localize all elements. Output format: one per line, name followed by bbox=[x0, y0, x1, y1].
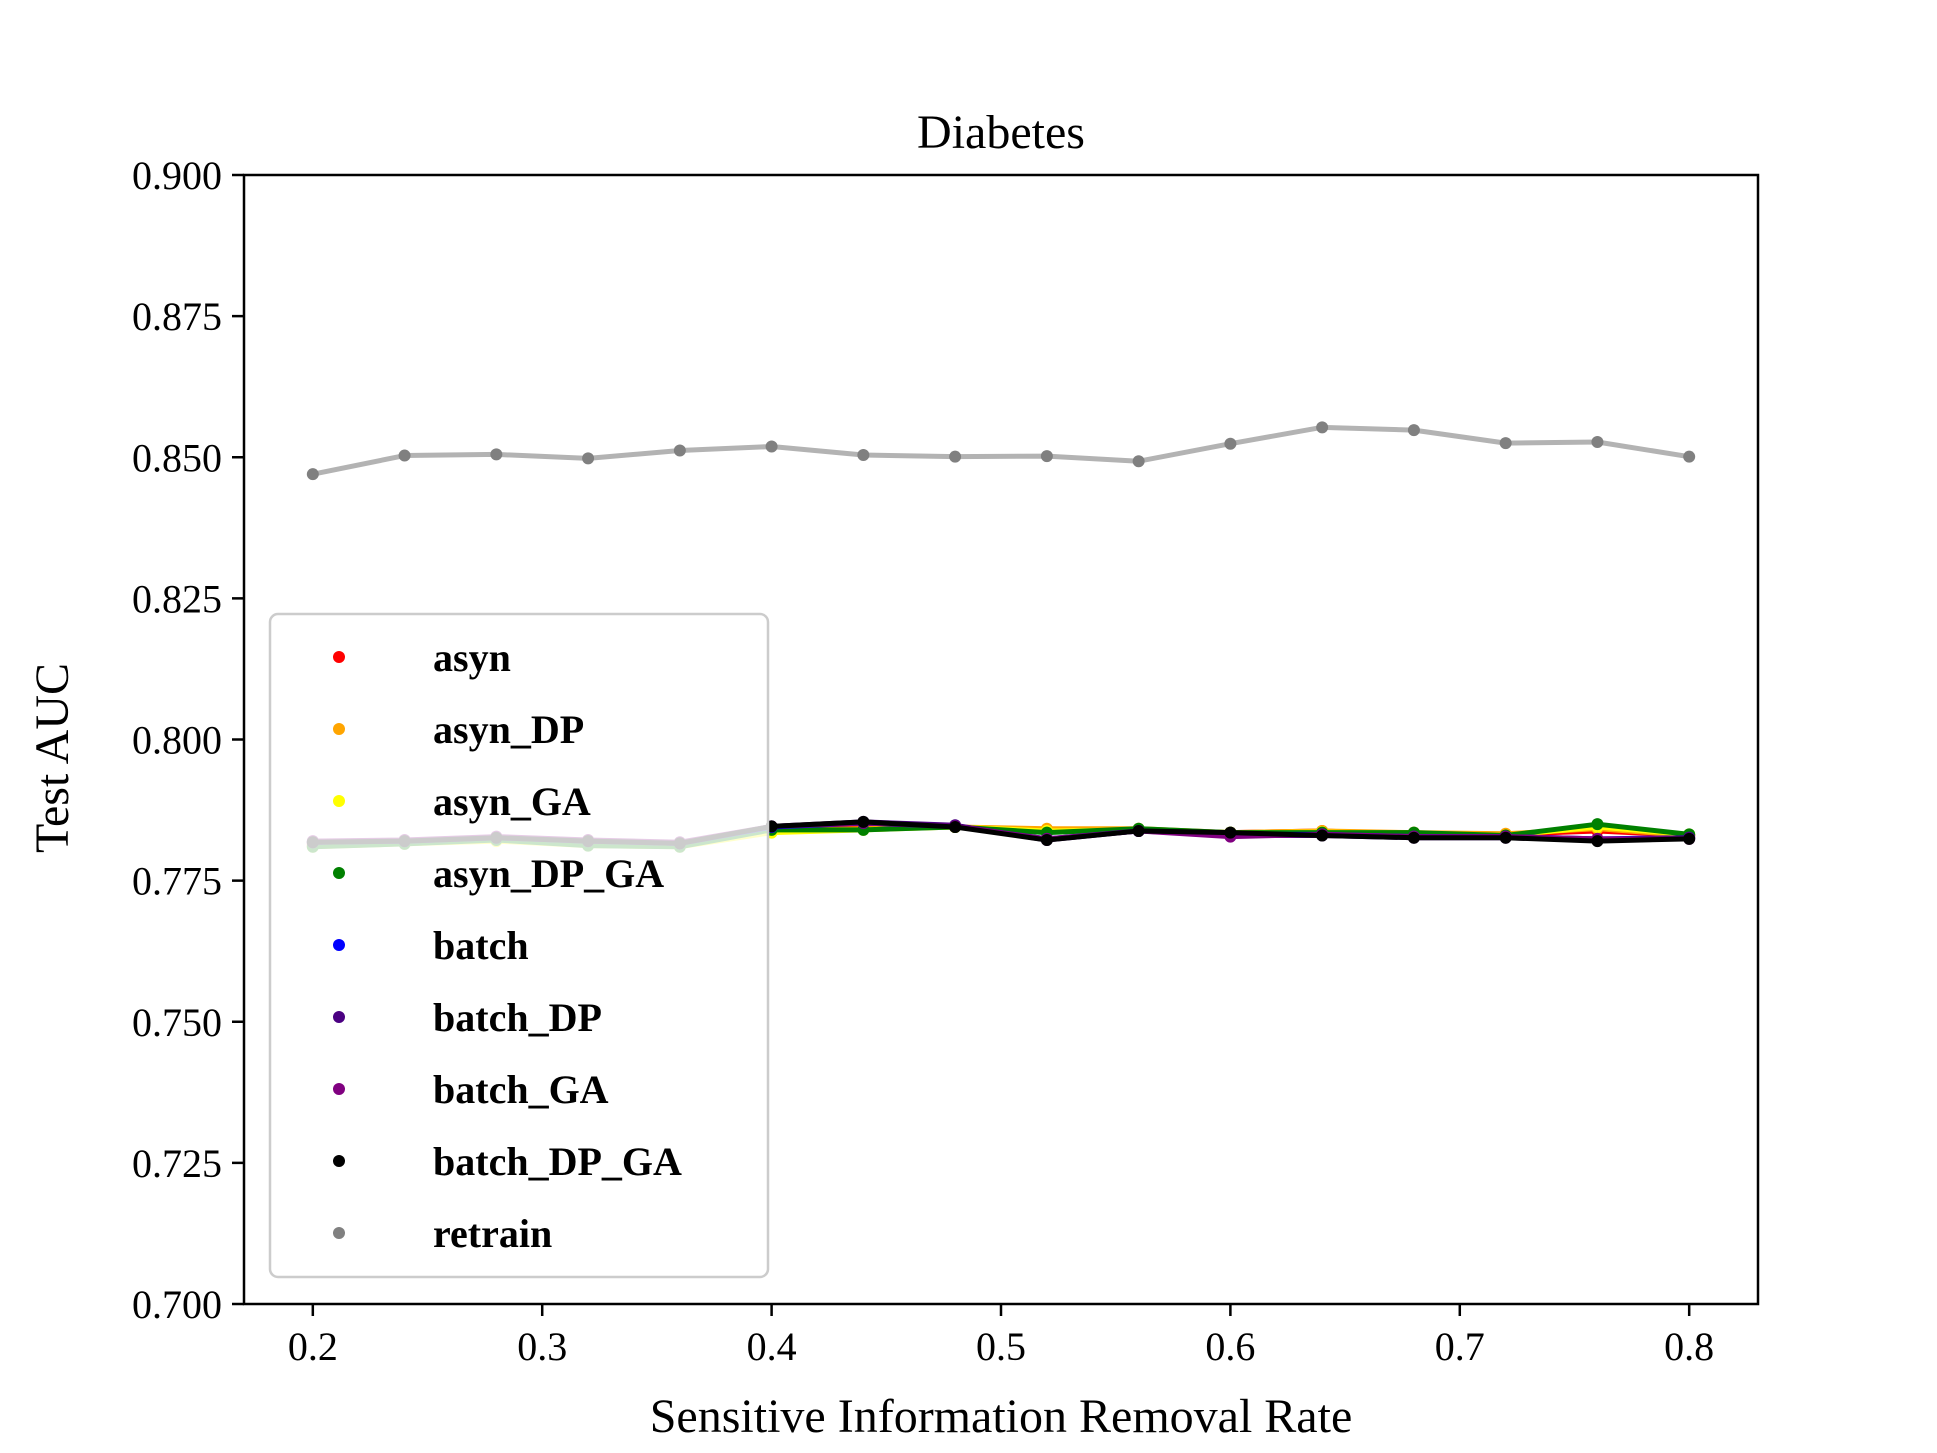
legend-label: asyn bbox=[433, 635, 511, 680]
x-tick-label: 0.8 bbox=[1664, 1324, 1714, 1369]
data-point bbox=[1040, 833, 1053, 846]
legend-entry: batch bbox=[333, 923, 529, 968]
legend-label: batch_GA bbox=[433, 1067, 609, 1112]
legend-entry: retrain bbox=[333, 1211, 552, 1256]
legend-entry: asyn_DP bbox=[333, 707, 584, 752]
data-point bbox=[1316, 421, 1329, 434]
x-tick-label: 0.3 bbox=[517, 1324, 567, 1369]
data-point bbox=[1132, 824, 1145, 837]
x-axis-ticks: 0.2 0.3 0.4 0.5 0.6 0.7 0.8 bbox=[288, 1304, 1714, 1369]
x-axis-title: Sensitive Information Removal Rate bbox=[650, 1390, 1353, 1443]
data-point bbox=[1591, 835, 1604, 848]
y-tick-label: 0.725 bbox=[132, 1141, 222, 1186]
x-tick-label: 0.2 bbox=[288, 1324, 338, 1369]
legend-marker bbox=[333, 939, 345, 951]
y-tick-label: 0.750 bbox=[132, 1000, 222, 1045]
y-axis-ticks: 0.700 0.725 0.750 0.775 0.800 0.825 0.850 0.875… bbox=[132, 153, 244, 1327]
legend-marker bbox=[333, 1227, 345, 1239]
data-point bbox=[1132, 455, 1145, 468]
legend-marker bbox=[333, 1083, 345, 1095]
legend-marker bbox=[333, 651, 345, 663]
y-tick-label: 0.825 bbox=[132, 576, 222, 621]
x-tick-label: 0.6 bbox=[1205, 1324, 1255, 1369]
legend-entry: batch_DP bbox=[333, 995, 602, 1040]
y-tick-label: 0.875 bbox=[132, 294, 222, 339]
data-point bbox=[1316, 829, 1329, 842]
y-tick-label: 0.700 bbox=[132, 1282, 222, 1327]
legend-label: batch_DP_GA bbox=[433, 1139, 682, 1184]
data-point bbox=[1683, 832, 1696, 845]
legend-label: batch_DP bbox=[433, 995, 602, 1040]
data-point bbox=[1407, 424, 1420, 437]
data-point bbox=[857, 815, 870, 828]
legend-entry: asyn_DP_GA bbox=[333, 851, 664, 896]
data-point bbox=[306, 468, 319, 481]
data-point bbox=[1591, 436, 1604, 449]
legend-marker bbox=[333, 1011, 345, 1023]
legend-label: batch bbox=[433, 923, 529, 968]
x-tick-label: 0.7 bbox=[1435, 1324, 1485, 1369]
legend-entry: batch_DP_GA bbox=[333, 1139, 682, 1184]
data-point bbox=[949, 450, 962, 463]
data-point bbox=[1224, 437, 1237, 450]
legend-label: retrain bbox=[433, 1211, 552, 1256]
y-tick-label: 0.775 bbox=[132, 859, 222, 904]
data-point bbox=[1040, 450, 1053, 463]
x-tick-label: 0.5 bbox=[976, 1324, 1026, 1369]
data-point bbox=[398, 449, 411, 462]
data-point bbox=[1591, 818, 1604, 831]
data-point bbox=[1407, 831, 1420, 844]
data-point bbox=[949, 820, 962, 833]
data-point bbox=[1499, 437, 1512, 450]
y-axis-title: Test AUC bbox=[26, 663, 79, 853]
legend-label: asyn_GA bbox=[433, 779, 591, 824]
legend-label: asyn_DP_GA bbox=[433, 851, 664, 896]
y-tick-label: 0.850 bbox=[132, 435, 222, 480]
data-point bbox=[1683, 450, 1696, 463]
data-point bbox=[857, 448, 870, 461]
legend-marker bbox=[333, 867, 345, 879]
legend-box bbox=[268, 612, 770, 1279]
legend-label: asyn_DP bbox=[433, 707, 584, 752]
legend-marker bbox=[333, 1155, 345, 1167]
series-line bbox=[310, 424, 1692, 477]
data-point bbox=[582, 452, 595, 465]
legend-entry: batch_GA bbox=[333, 1067, 609, 1112]
series-retrain bbox=[306, 421, 1696, 481]
data-point bbox=[673, 444, 686, 457]
legend-marker bbox=[333, 795, 345, 807]
legend-entry: asyn_GA bbox=[333, 779, 591, 824]
data-point bbox=[765, 440, 778, 453]
chart-title: Diabetes bbox=[917, 106, 1085, 159]
y-tick-label: 0.800 bbox=[132, 718, 222, 763]
data-point bbox=[1224, 826, 1237, 839]
data-point bbox=[490, 448, 503, 461]
data-point bbox=[1499, 831, 1512, 844]
legend-entry: asyn bbox=[333, 635, 511, 680]
x-tick-label: 0.4 bbox=[747, 1324, 797, 1369]
legend-marker bbox=[333, 723, 345, 735]
y-tick-label: 0.900 bbox=[132, 153, 222, 198]
